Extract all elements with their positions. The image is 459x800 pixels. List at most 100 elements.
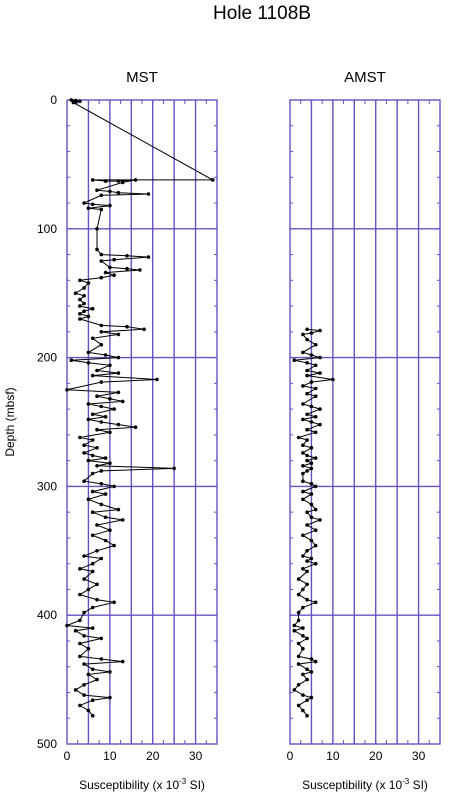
data-point [99, 259, 104, 263]
data-point [108, 265, 112, 270]
data-point [90, 373, 95, 378]
data-point [103, 270, 108, 275]
data-point [318, 422, 322, 427]
data-point [305, 559, 309, 563]
y-tick-label: 500 [37, 737, 57, 751]
data-point [99, 420, 104, 424]
data-point [305, 337, 309, 342]
data-point [112, 543, 116, 548]
data-point [210, 178, 215, 182]
data-point [318, 371, 322, 375]
data-point [86, 646, 91, 651]
data-point [108, 189, 112, 194]
data-point [99, 556, 104, 561]
y-tick-label: 0 [50, 93, 57, 107]
data-point [305, 510, 309, 514]
data-point [78, 278, 82, 283]
data-point [95, 523, 99, 527]
data-point [313, 561, 318, 566]
data-point [296, 683, 301, 687]
data-point [296, 610, 301, 615]
x-tick-label: 10 [326, 749, 340, 763]
data-point [309, 446, 314, 450]
data-point [99, 469, 104, 473]
data-point [305, 391, 309, 396]
data-point [309, 538, 314, 543]
data-point [292, 688, 297, 692]
data-trace [293, 328, 333, 717]
data-point [318, 355, 322, 360]
data-point [78, 317, 82, 321]
data-point [331, 377, 335, 382]
data-point [112, 484, 116, 489]
data-point [108, 397, 112, 401]
data-point [95, 597, 99, 602]
plot-frame [289, 99, 441, 745]
data-point [296, 654, 301, 659]
data-point [99, 193, 104, 198]
panel-amst: AMST 0 10 20 30 Susceptibility (x 10-3 SI) [287, 69, 441, 792]
data-point [296, 641, 301, 646]
data-point [99, 252, 104, 257]
y-axis-label: Depth (mbsf) [3, 387, 17, 456]
data-point [90, 569, 95, 574]
data-point [78, 435, 82, 440]
data-point [318, 518, 322, 522]
data-point [146, 255, 151, 259]
data-point [99, 502, 104, 507]
data-point [103, 456, 108, 460]
data-point [99, 342, 104, 347]
y-tick-label: 200 [37, 351, 57, 365]
data-point [309, 515, 314, 520]
data-point [90, 438, 95, 442]
data-point [86, 708, 91, 713]
data-point [313, 484, 318, 489]
data-point [116, 332, 121, 337]
data-point [309, 670, 314, 674]
data-point [108, 363, 112, 368]
data-point [309, 482, 314, 486]
data-point [305, 327, 309, 332]
data-point [301, 402, 305, 406]
data-point [95, 582, 99, 587]
x-tick-label: 30 [412, 749, 426, 763]
data-point [301, 672, 305, 677]
data-point [301, 451, 305, 455]
data-point [103, 415, 108, 419]
data-point [301, 417, 305, 422]
data-point [305, 438, 309, 442]
data-point [90, 202, 95, 207]
data-point [305, 458, 309, 463]
data-point [86, 417, 91, 422]
data-point [305, 361, 309, 365]
data-point [142, 327, 146, 332]
data-point [90, 471, 95, 476]
data-point [313, 363, 318, 368]
data-point [318, 328, 322, 333]
data-point [90, 489, 95, 494]
data-point [95, 549, 99, 553]
x-axis-label: Susceptibility (x 10-3 SI) [79, 777, 205, 792]
data-point [301, 587, 305, 592]
data-point [313, 456, 318, 460]
data-point [301, 479, 305, 484]
data-point [99, 657, 104, 661]
data-point [99, 482, 104, 486]
data-point [82, 451, 86, 455]
data-point [305, 412, 309, 417]
data-point [103, 353, 108, 357]
data-point [73, 688, 78, 692]
data-point [309, 657, 314, 661]
data-point [301, 471, 305, 476]
data-point [305, 582, 309, 587]
data-point [116, 179, 121, 183]
data-point [82, 201, 86, 205]
data-point [86, 402, 91, 406]
data-point [112, 257, 116, 262]
data-point [69, 98, 74, 102]
data-point [301, 443, 305, 448]
x-tick-label: 30 [189, 749, 203, 763]
data-point [86, 672, 91, 677]
data-point [90, 336, 95, 341]
